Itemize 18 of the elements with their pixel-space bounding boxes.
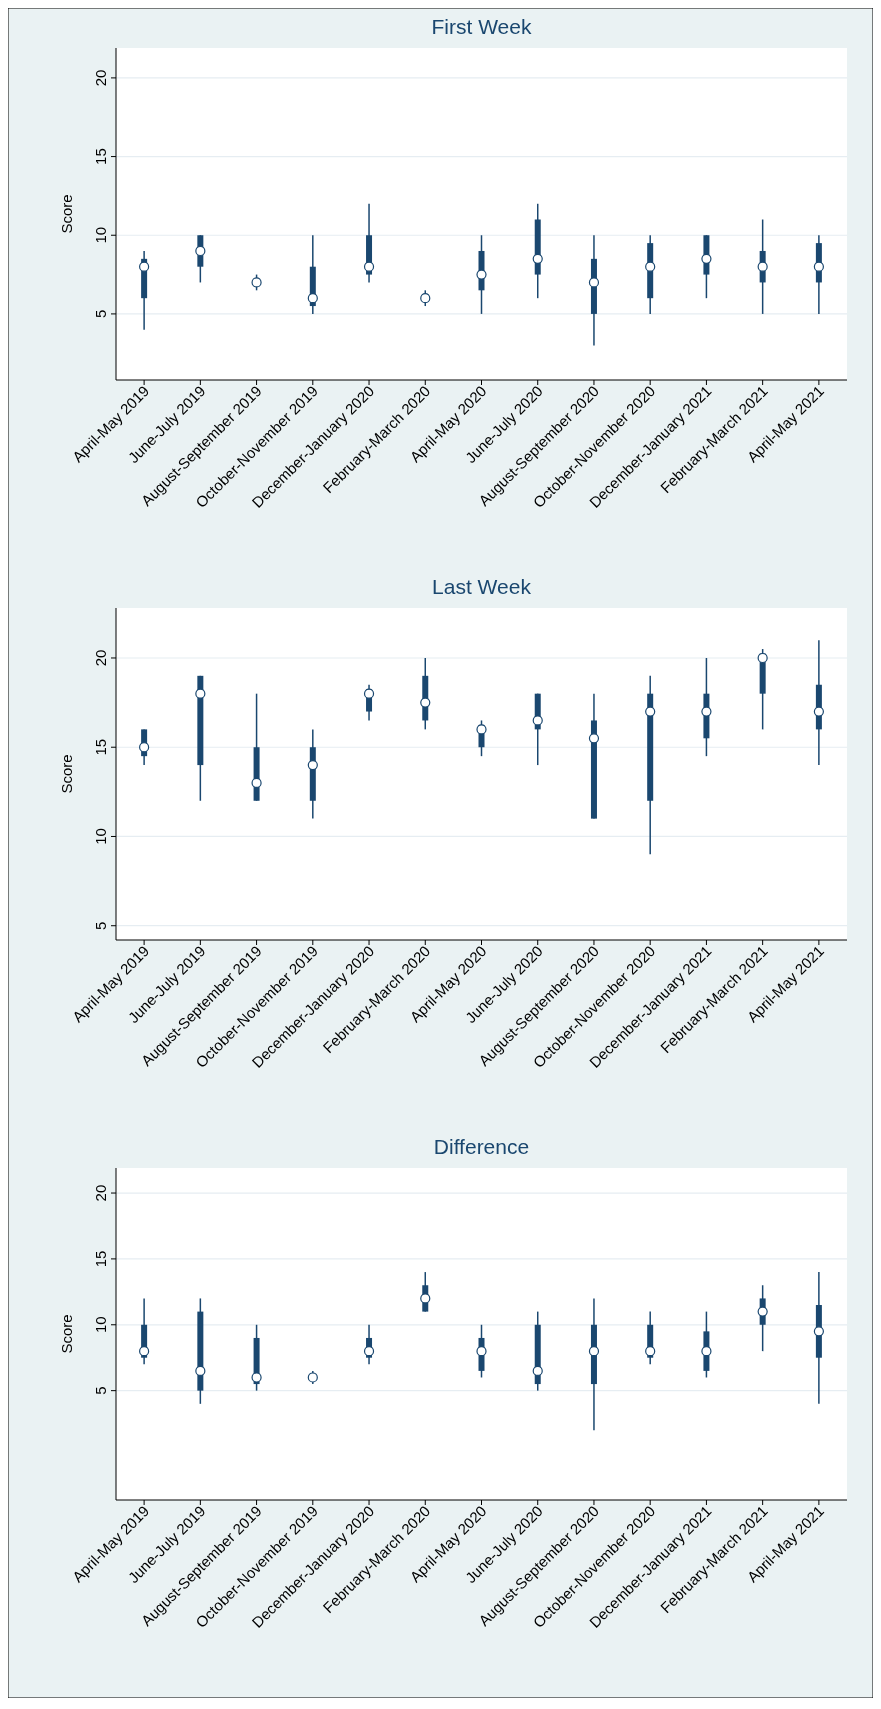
y-tick-label: 10 xyxy=(92,828,109,845)
y-axis-title: Score xyxy=(58,754,75,794)
chart-title: Last Week xyxy=(432,575,532,598)
y-tick-label: 20 xyxy=(92,69,109,87)
chart-title: First Week xyxy=(431,15,532,38)
chart-title: Difference xyxy=(433,1135,530,1158)
y-tick-label: 20 xyxy=(92,649,109,667)
y-tick-label: 15 xyxy=(92,148,109,165)
y-axis-title: Score xyxy=(58,194,75,234)
y-tick-label: 10 xyxy=(92,226,109,244)
y-tick-label: 20 xyxy=(92,1184,109,1202)
y-tick-label: 5 xyxy=(92,309,109,319)
y-tick-label: 5 xyxy=(92,1386,109,1395)
y-tick-label: 15 xyxy=(92,1250,109,1268)
y-tick-label: 15 xyxy=(92,738,109,756)
y-tick-label: 10 xyxy=(92,1316,109,1334)
y-tick-label: 5 xyxy=(92,921,109,930)
y-axis-title: Score xyxy=(58,1314,75,1354)
